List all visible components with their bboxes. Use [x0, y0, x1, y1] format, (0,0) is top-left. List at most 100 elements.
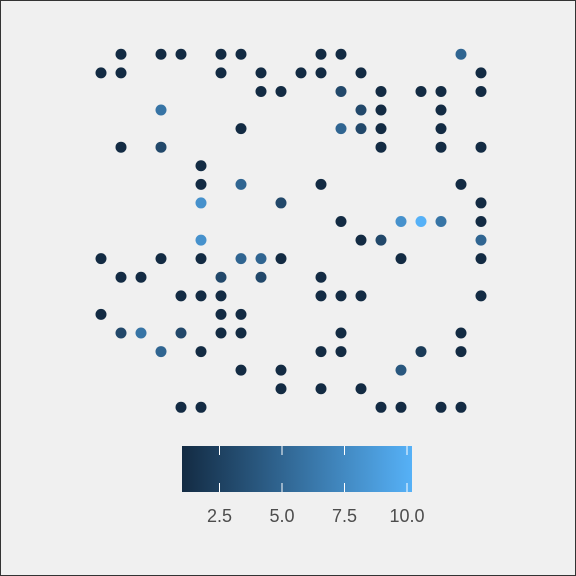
point	[235, 308, 247, 320]
point	[435, 85, 447, 97]
point	[415, 346, 427, 358]
point	[215, 67, 227, 79]
point	[115, 141, 127, 153]
point	[475, 253, 487, 265]
point	[475, 141, 487, 153]
point	[215, 308, 227, 320]
point	[455, 178, 467, 190]
point	[355, 67, 367, 79]
point	[255, 85, 267, 97]
point	[335, 346, 347, 358]
point	[315, 67, 327, 79]
point	[395, 253, 407, 265]
point	[355, 234, 367, 246]
point	[395, 216, 407, 228]
point	[175, 401, 187, 413]
point	[315, 178, 327, 190]
point	[455, 346, 467, 358]
point	[235, 178, 247, 190]
point	[375, 104, 387, 116]
point	[315, 383, 327, 395]
point	[135, 271, 147, 283]
point	[255, 253, 267, 265]
point	[155, 346, 167, 358]
point	[375, 123, 387, 135]
colorbar-tick-label: 7.5	[332, 506, 357, 526]
point	[315, 346, 327, 358]
point	[475, 85, 487, 97]
point	[415, 216, 427, 228]
point	[155, 48, 167, 60]
point	[355, 290, 367, 302]
point	[355, 383, 367, 395]
point	[115, 48, 127, 60]
point	[315, 271, 327, 283]
colorbar	[182, 446, 412, 492]
point	[175, 290, 187, 302]
point	[195, 401, 207, 413]
point	[155, 104, 167, 116]
point	[395, 401, 407, 413]
point	[295, 67, 307, 79]
point	[475, 216, 487, 228]
point	[275, 383, 287, 395]
point	[195, 234, 207, 246]
point	[435, 104, 447, 116]
point	[355, 123, 367, 135]
colorbar-tick-label: 10.0	[389, 506, 424, 526]
point	[175, 327, 187, 339]
point	[275, 253, 287, 265]
point	[375, 85, 387, 97]
point	[155, 253, 167, 265]
point	[115, 271, 127, 283]
colorbar-tick-label: 5.0	[269, 506, 294, 526]
point	[335, 48, 347, 60]
point	[195, 253, 207, 265]
point	[135, 327, 147, 339]
point	[195, 346, 207, 358]
point	[435, 216, 447, 228]
point	[155, 141, 167, 153]
point	[255, 67, 267, 79]
point	[315, 48, 327, 60]
point	[275, 85, 287, 97]
point	[195, 178, 207, 190]
point	[395, 364, 407, 376]
point	[195, 290, 207, 302]
point	[435, 141, 447, 153]
point	[95, 67, 107, 79]
point	[435, 123, 447, 135]
point	[95, 253, 107, 265]
point	[455, 401, 467, 413]
point	[215, 48, 227, 60]
point	[235, 327, 247, 339]
point	[375, 141, 387, 153]
point	[255, 271, 267, 283]
point	[335, 123, 347, 135]
point	[235, 123, 247, 135]
point	[275, 364, 287, 376]
point	[335, 290, 347, 302]
point	[235, 364, 247, 376]
point	[455, 327, 467, 339]
point	[475, 67, 487, 79]
point	[335, 327, 347, 339]
point	[195, 197, 207, 209]
point	[275, 197, 287, 209]
point	[215, 290, 227, 302]
point	[235, 253, 247, 265]
point	[315, 290, 327, 302]
point	[455, 48, 467, 60]
colorbar-tick-label: 2.5	[207, 506, 232, 526]
point	[235, 48, 247, 60]
point	[115, 67, 127, 79]
point	[415, 85, 427, 97]
point	[215, 271, 227, 283]
point	[215, 327, 227, 339]
point	[375, 234, 387, 246]
point	[375, 401, 387, 413]
point	[355, 104, 367, 116]
point	[475, 234, 487, 246]
point	[115, 327, 127, 339]
